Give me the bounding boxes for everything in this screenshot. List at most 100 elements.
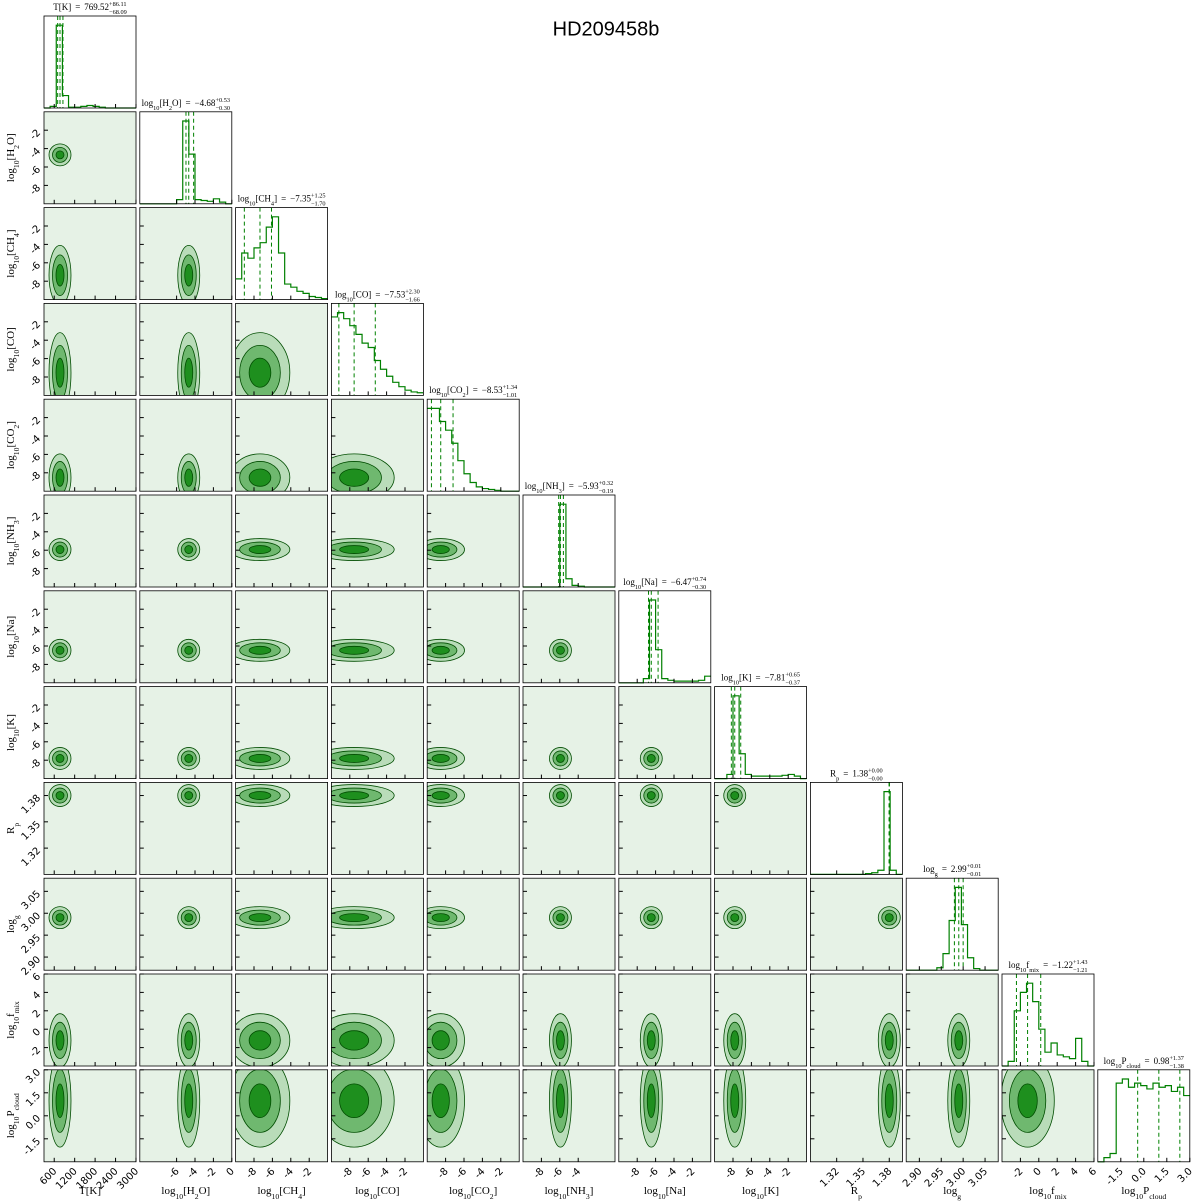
panel-frame xyxy=(139,973,233,1067)
panel xyxy=(235,302,329,396)
panel-frame xyxy=(714,782,807,875)
x-tick-label: 0.0 xyxy=(1130,1166,1149,1185)
label-part: g xyxy=(957,1192,961,1201)
minus: −68.09 xyxy=(109,9,127,16)
panel xyxy=(330,877,424,971)
contour xyxy=(884,1083,894,1119)
label-part: log xyxy=(721,673,733,683)
panel-frame xyxy=(426,494,520,588)
y-tick-label: -8 xyxy=(28,374,43,389)
contour xyxy=(431,791,450,800)
density xyxy=(877,1013,901,1066)
label-part: O] xyxy=(199,1185,211,1197)
label-part: f xyxy=(1051,1185,1055,1197)
panel xyxy=(522,782,616,875)
panel xyxy=(330,782,424,875)
panel-frame xyxy=(139,111,233,205)
label-part: 3 xyxy=(586,1192,590,1201)
panel xyxy=(43,111,137,205)
panel-frame xyxy=(426,782,520,875)
panel xyxy=(905,1069,999,1163)
panel-frame xyxy=(522,1069,616,1163)
label-part: [NH xyxy=(566,1185,586,1197)
y-tick-label: 6 xyxy=(31,971,43,983)
panel-frame xyxy=(139,782,233,875)
label-part: [NH xyxy=(5,524,17,544)
x-tick-label: 0 xyxy=(1032,1166,1044,1178)
y-tick-label: -2 xyxy=(28,319,43,334)
minus: −0.00 xyxy=(868,775,883,782)
label-part: log xyxy=(5,263,17,278)
contour xyxy=(55,545,65,554)
label-part: 10 xyxy=(12,350,21,358)
panel-frame xyxy=(905,973,999,1067)
label-part: 2 xyxy=(169,104,172,111)
y-tick-label: 2.95 xyxy=(20,932,44,956)
panel-frame xyxy=(330,398,424,492)
panel xyxy=(43,494,137,588)
label-part: log xyxy=(449,1185,464,1197)
median: −7.35 xyxy=(290,194,311,204)
density xyxy=(177,538,201,561)
y-tick-label: 2 xyxy=(31,1008,43,1020)
label-part: ] xyxy=(562,481,565,491)
label-part: log xyxy=(545,1185,560,1197)
panel xyxy=(139,782,233,875)
contour xyxy=(1017,1083,1038,1119)
y-tick-label: 1.5 xyxy=(24,1090,43,1109)
panel-frame xyxy=(522,686,616,779)
density-bg xyxy=(618,782,711,875)
label-part: g xyxy=(935,871,939,878)
x-axis-label: log10[NH3] xyxy=(545,1185,594,1201)
panel-title: log10[CO] = −7.53+2.30 −1.66 xyxy=(335,288,420,303)
y-tick-label: -6 xyxy=(28,739,43,754)
panel xyxy=(139,111,233,205)
density xyxy=(331,638,395,662)
x-tick-label: 3.0 xyxy=(1176,1166,1195,1185)
panel-frame xyxy=(43,973,137,1067)
x-tick-label: -8 xyxy=(532,1166,547,1181)
density xyxy=(331,906,395,930)
equals: = xyxy=(843,768,848,778)
label-part: 10 xyxy=(756,1192,764,1201)
contour xyxy=(431,1030,450,1051)
density-bg xyxy=(618,974,711,1066)
panel-frame xyxy=(522,877,616,971)
panel xyxy=(426,398,520,492)
panel-frame xyxy=(714,877,807,971)
contour xyxy=(646,754,656,763)
y-tick-label: -6 xyxy=(28,452,43,467)
label-part: [CH xyxy=(279,1185,298,1197)
label-part: log xyxy=(623,577,635,587)
panel-frame xyxy=(905,877,999,971)
x-tick-label: -4 xyxy=(473,1166,488,1181)
panel xyxy=(139,686,233,779)
contour xyxy=(556,754,565,763)
density xyxy=(549,638,572,662)
panel xyxy=(43,1069,137,1163)
x-tick-label: 4 xyxy=(1068,1166,1080,1178)
label-part: log xyxy=(5,919,17,934)
panel xyxy=(714,686,807,780)
contour xyxy=(339,754,370,763)
histogram xyxy=(1097,1078,1190,1163)
label-part: log xyxy=(429,385,441,395)
label-part: log xyxy=(238,194,250,204)
contour xyxy=(431,645,450,655)
density xyxy=(331,1013,395,1066)
panel-frame xyxy=(618,686,712,779)
label-part: ] xyxy=(494,1185,498,1197)
panel xyxy=(235,1069,329,1163)
x-tick-label: -8 xyxy=(436,1166,451,1181)
label-part: [K] xyxy=(739,673,752,683)
label-part: [CO] xyxy=(5,327,17,350)
density xyxy=(48,1013,72,1066)
label-part: log xyxy=(644,1185,659,1197)
label-part: p xyxy=(12,823,21,827)
x-tick-label: -8 xyxy=(244,1166,259,1181)
density-bg xyxy=(44,590,136,683)
label-part: log xyxy=(335,289,347,299)
density xyxy=(427,906,465,930)
panel xyxy=(905,877,999,971)
density xyxy=(639,784,663,807)
